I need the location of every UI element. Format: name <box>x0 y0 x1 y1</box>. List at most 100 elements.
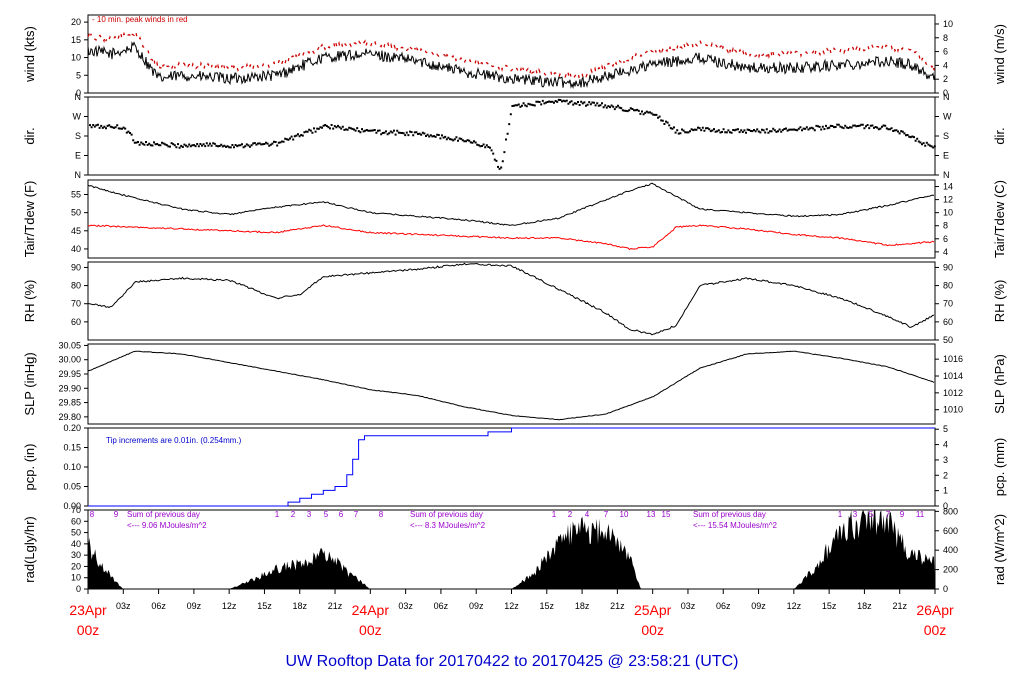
rad-right-tick-label: 800 <box>943 506 958 516</box>
x-hour-label: 21z <box>892 601 907 611</box>
x-day-hour-label: 00z <box>77 622 100 638</box>
rad-hour-mark: 11 <box>916 510 925 519</box>
x-hour-label: 18z <box>857 601 872 611</box>
rad-left-tick-label: 0 <box>76 584 81 594</box>
rh-right-tick-label: 60 <box>943 317 953 327</box>
wind-right-tick-label: 4 <box>943 60 948 70</box>
wind-left-tick-label: 5 <box>76 70 81 80</box>
rad-hour-mark: 9 <box>114 510 119 519</box>
rad-hour-mark: 3 <box>853 510 858 519</box>
dir-right-tick-label: W <box>943 112 952 122</box>
wind-right-tick-label: 6 <box>943 47 948 57</box>
x-hour-label: 18z <box>575 601 590 611</box>
temp-right-tick-label: 14 <box>943 182 953 192</box>
rad-left-tick-label: 20 <box>71 561 81 571</box>
dir-left-tick-label: N <box>75 170 82 180</box>
x-day-date-label: 24Apr <box>352 602 390 618</box>
x-hour-label: 03z <box>116 601 131 611</box>
rad-sum-value-day1: <--- 9.06 MJoules/m^2 <box>127 521 207 530</box>
pcp-right-tick-label: 3 <box>943 455 948 465</box>
rad-hour-mark: 1 <box>552 510 557 519</box>
x-hour-label: 03z <box>398 601 413 611</box>
x-hour-label: 12z <box>222 601 237 611</box>
panel-rh: 60 70 80 90 50 60 70 80 90 RH (%) RH (%) <box>22 262 1007 345</box>
rad-sum-title-day1: Sum of previous day <box>127 510 200 519</box>
rad-left-tick-label: 40 <box>71 539 81 549</box>
temp-right-tick-label: 12 <box>943 195 953 205</box>
rad-hour-mark: 5 <box>324 510 329 519</box>
x-hour-label: 09z <box>751 601 766 611</box>
slp-ylabel-left: SLP (inHg) <box>22 352 37 415</box>
x-hour-label: 15z <box>822 601 837 611</box>
rh-right-tick-label: 50 <box>943 335 953 345</box>
x-hour-label: 15z <box>540 601 555 611</box>
dir-left-tick-label: E <box>75 151 81 161</box>
time-axis: 03z 06z 09z 12z 15z 18z 21z 03z 06z 09z 12z 15z 18z 2… <box>69 589 954 638</box>
rad-series-solar-radiation <box>88 510 935 589</box>
dir-right-tick-label: N <box>943 170 950 180</box>
x-day-date-label: 25Apr <box>634 602 672 618</box>
rad-hour-mark: 2 <box>291 510 296 519</box>
dir-right-tick-label: N <box>943 92 950 102</box>
dir-series-wind-direction-deg- <box>89 100 936 169</box>
dir-right-tick-label: S <box>943 131 949 141</box>
dir-ylabel-right: dir. <box>992 127 1007 144</box>
wind-left-tick-label: 10 <box>71 53 81 63</box>
rh-ylabel-left: RH (%) <box>22 280 37 323</box>
wind-right-tick-label: 10 <box>943 19 953 29</box>
rad-hour-mark: 4 <box>585 510 590 519</box>
temp-frame <box>88 180 935 258</box>
pcp-right-tick-label: 5 <box>943 424 948 434</box>
rh-right-tick-label: 70 <box>943 299 953 309</box>
rad-hour-mark: 15 <box>662 510 671 519</box>
wind-series-10-min-peak-winds <box>88 31 935 78</box>
x-hour-label: 21z <box>328 601 343 611</box>
x-day-date-label: 23Apr <box>69 602 107 618</box>
wind-right-tick-label: 8 <box>943 33 948 43</box>
rad-left-tick-label: 60 <box>71 516 81 526</box>
slp-ylabel-right: SLP (hPa) <box>992 354 1007 414</box>
x-hour-label: 12z <box>504 601 519 611</box>
x-hour-label: 03z <box>681 601 696 611</box>
temp-ylabel-left: Tair/Tdew (F) <box>22 181 37 258</box>
rad-right-tick-label: 600 <box>943 526 958 536</box>
wind-left-tick-label: 15 <box>71 35 81 45</box>
rad-hour-mark: 13 <box>647 510 656 519</box>
temp-series-tair <box>88 183 934 225</box>
pcp-right-tick-label: 1 <box>943 486 948 496</box>
rad-hour-mark: 6 <box>339 510 344 519</box>
temp-right-tick-label: 6 <box>943 234 948 244</box>
panel-wind: 0 5 10 15 20 0 2 4 6 8 10 wind (kts) wind (m/s) <box>22 15 1007 98</box>
x-day-hour-label: 00z <box>924 622 947 638</box>
slp-frame <box>88 344 935 424</box>
rad-hour-mark: 7 <box>354 510 359 519</box>
chart-title: UW Rooftop Data for 20170422 to 20170425… <box>286 653 739 670</box>
pcp-left-tick-label: 0.05 <box>63 482 81 492</box>
rh-right-tick-label: 80 <box>943 281 953 291</box>
temp-left-tick-label: 45 <box>71 226 81 236</box>
slp-left-tick-label: 30.00 <box>58 355 81 365</box>
panel-temp: 40455055468101214Tair/Tdew (F) Tair/Tdew … <box>22 180 1007 258</box>
rh-left-tick-label: 60 <box>71 317 81 327</box>
panel-dir: NESWNNESWNdir. dir. <box>22 92 1007 180</box>
rad-hour-mark: 1 <box>838 510 843 519</box>
temp-right-tick-label: 10 <box>943 208 953 218</box>
wind-frame <box>88 15 935 93</box>
pcp-ylabel-right: pcp. (mm) <box>992 438 1007 497</box>
x-day-date-label: 26Apr <box>916 602 954 618</box>
dir-right-tick-label: E <box>943 151 949 161</box>
temp-ylabel-right: Tair/Tdew (C) <box>992 180 1007 258</box>
rh-series-rh <box>88 263 934 334</box>
x-hour-label: 09z <box>469 601 484 611</box>
rad-right-tick-label: 200 <box>943 565 958 575</box>
x-hour-label: 12z <box>787 601 802 611</box>
x-day-hour-label: 00z <box>359 622 382 638</box>
x-hour-label: 06z <box>151 601 166 611</box>
pcp-right-tick-label: 2 <box>943 470 948 480</box>
rad-hour-mark: 3 <box>307 510 312 519</box>
rh-left-tick-label: 80 <box>71 281 81 291</box>
wind-left-tick-label: 20 <box>71 17 81 27</box>
slp-right-tick-label: 1014 <box>943 371 963 381</box>
slp-left-tick-label: 29.90 <box>58 383 81 393</box>
